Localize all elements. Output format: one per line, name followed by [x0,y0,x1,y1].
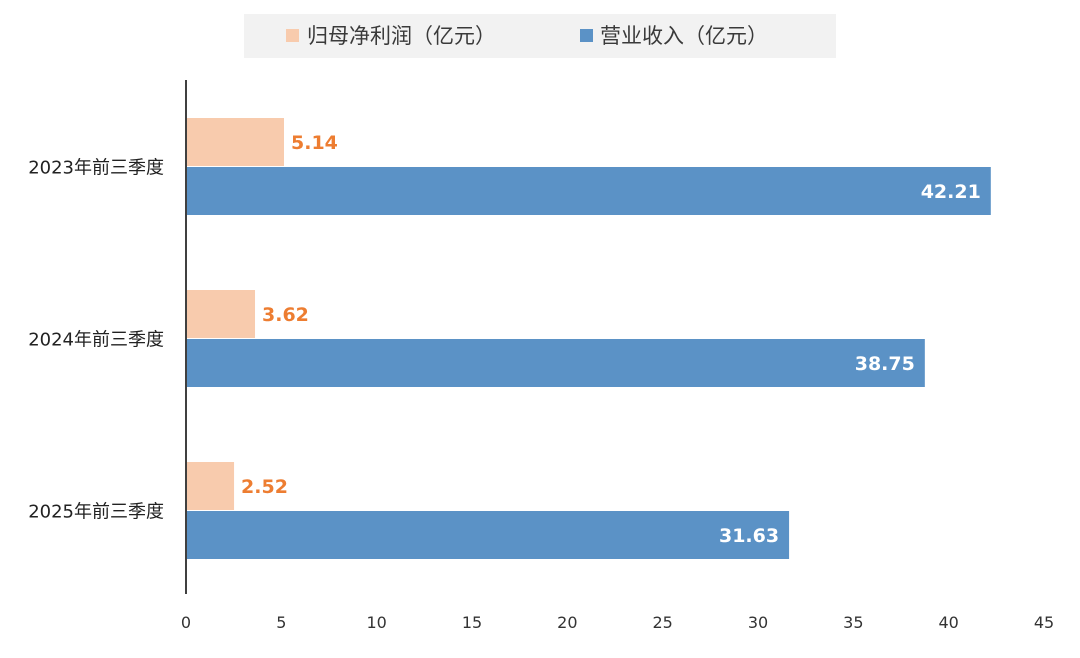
category-label-2: 2024年前三季度 [28,330,164,351]
bar-series1-3 [186,462,235,510]
x-tick-label-4: 15 [462,613,482,632]
x-tick-label-1: 0 [181,613,191,632]
x-tick-label-9: 40 [938,613,958,632]
x-tick-label-3: 10 [366,613,386,632]
x-tick-label-2: 5 [276,613,286,632]
x-tick-label-6: 25 [652,613,672,632]
bar-series2-2 [186,339,925,387]
x-tick-label-7: 30 [748,613,768,632]
data-label-series1-3: 2.52 [241,476,288,498]
data-label-series1-1: 5.14 [291,132,338,154]
legend-label-2: 营业收入（亿元） [600,24,768,48]
data-label-series1-2: 3.62 [262,304,309,326]
legend-label-1: 归母净利润（亿元） [307,24,496,48]
bar-series2-3 [186,511,790,559]
x-tick-label-10: 45 [1034,613,1054,632]
data-label-series2-2: 38.75 [855,353,915,375]
bar-series1-2 [186,290,256,338]
legend-swatch-1 [286,29,299,42]
bar-series2-1 [186,167,991,215]
data-label-series2-3: 31.63 [719,525,779,547]
legend-background [244,14,836,58]
x-tick-label-8: 35 [843,613,863,632]
x-tick-label-5: 20 [557,613,577,632]
category-label-1: 2023年前三季度 [28,158,164,179]
category-label-3: 2025年前三季度 [28,502,164,523]
data-label-series2-1: 42.21 [921,181,981,203]
legend-swatch-2 [580,29,593,42]
bar-series1-1 [186,118,285,166]
